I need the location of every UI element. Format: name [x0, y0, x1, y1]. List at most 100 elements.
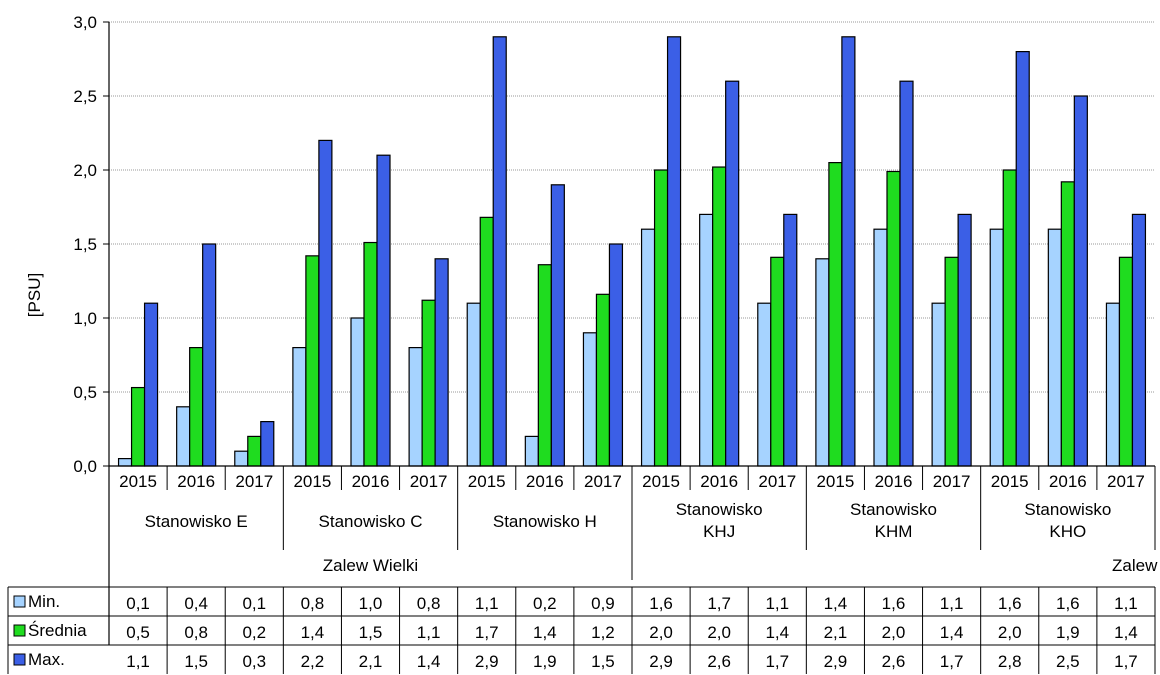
- table-cell: 0,2: [242, 623, 266, 642]
- station-label: KHM: [875, 522, 913, 541]
- bar-rednia: [828, 162, 843, 467]
- table-cell: 2,1: [824, 623, 848, 642]
- station-label: Stanowisko: [1024, 500, 1111, 519]
- table-cell: 1,4: [940, 623, 964, 642]
- table-cell: 1,5: [184, 652, 208, 671]
- bar-rednia: [595, 293, 611, 467]
- year-label: 2015: [119, 472, 157, 491]
- table-cell: 0,3: [242, 652, 266, 671]
- table-cell: 0,8: [417, 594, 441, 613]
- region-label: Zalew Mały: [1112, 556, 1160, 575]
- bar-min: [117, 458, 133, 467]
- table-cell: 2,9: [649, 652, 673, 671]
- bar-max: [318, 139, 333, 467]
- legend-key: [13, 653, 26, 666]
- year-label: 2017: [933, 472, 971, 491]
- bar-max: [608, 243, 624, 467]
- table-cell: 1,6: [649, 594, 673, 613]
- bar-min: [466, 302, 481, 467]
- y-tick-label: 0,5: [73, 383, 97, 402]
- table-cell: 2,0: [707, 623, 731, 642]
- legend-label: Min.: [28, 592, 60, 611]
- table-cell: 1,6: [1056, 594, 1080, 613]
- bar-max: [841, 36, 856, 467]
- bar-rednia: [770, 256, 785, 467]
- y-tick-label: 2,0: [73, 161, 97, 180]
- bar-rednia: [1060, 181, 1075, 467]
- bars: [117, 36, 1147, 467]
- year-label: 2016: [1049, 472, 1087, 491]
- table-cell: 0,1: [242, 594, 266, 613]
- bar-max: [492, 36, 507, 467]
- bar-min: [989, 228, 1004, 467]
- table-cell: 1,4: [765, 623, 789, 642]
- bar-rednia: [944, 256, 959, 467]
- station-label: KHO: [1049, 522, 1086, 541]
- y-axis-ticks: 0,0 0,5 1,0 1,5 2,0 2,5 3,0: [73, 13, 109, 476]
- table-cell: 1,7: [940, 652, 964, 671]
- table-cell: 1,7: [765, 652, 789, 671]
- bar-max: [783, 213, 798, 467]
- bar-max: [202, 243, 217, 467]
- year-label: 2016: [352, 472, 390, 491]
- table-cell: 2,0: [649, 623, 673, 642]
- bar-max: [1073, 95, 1088, 467]
- year-label: 2017: [235, 472, 273, 491]
- station-label: KHJ: [703, 522, 735, 541]
- year-label: 2016: [700, 472, 738, 491]
- year-label: 2015: [816, 472, 854, 491]
- y-tick-label: 0,0: [73, 457, 97, 476]
- table-cell: 1,6: [882, 594, 906, 613]
- table-cell: 1,7: [707, 594, 731, 613]
- bar-rednia: [130, 386, 146, 467]
- bar-rednia: [363, 241, 378, 467]
- year-label: 2015: [293, 472, 331, 491]
- table-cell: 1,9: [533, 652, 557, 671]
- table-cell: 1,1: [417, 623, 441, 642]
- year-label: 2015: [991, 472, 1029, 491]
- bar-max: [899, 80, 914, 467]
- station-label: Stanowisko H: [493, 512, 597, 531]
- bar-max: [434, 258, 449, 467]
- station-label: Stanowisko: [850, 500, 937, 519]
- bar-min: [176, 406, 191, 467]
- y-axis-label: [PSU]: [25, 273, 44, 317]
- bar-min: [582, 332, 598, 467]
- table-cell: 0,4: [184, 594, 208, 613]
- x-axis-labels: 2015 2016 2017 2015 2016 2017 2015 2016 2017 2015…: [119, 466, 1160, 580]
- table-cell: 1,4: [533, 623, 557, 642]
- bar-min: [931, 302, 946, 467]
- y-tick-label: 2,5: [73, 87, 97, 106]
- table-cell: 1,1: [475, 594, 499, 613]
- table-cell: 2,5: [1056, 652, 1080, 671]
- table-cell: 1,1: [1114, 594, 1138, 613]
- station-label: Stanowisko C: [319, 512, 423, 531]
- bar-min: [408, 347, 423, 467]
- table-cell: 1,4: [824, 594, 848, 613]
- bar-rednia: [537, 264, 552, 467]
- bar-min: [873, 228, 888, 467]
- bar-rednia: [1002, 169, 1017, 467]
- year-label: 2015: [468, 472, 506, 491]
- year-label: 2015: [642, 472, 680, 491]
- table-cell: 0,5: [126, 623, 150, 642]
- table-cell: 1,1: [765, 594, 789, 613]
- year-label: 2017: [1107, 472, 1145, 491]
- y-tick-label: 1,0: [73, 309, 97, 328]
- bar-min: [1105, 302, 1121, 467]
- table-cell: 2,0: [882, 623, 906, 642]
- bar-rednia: [886, 170, 901, 467]
- bar-max: [143, 302, 159, 467]
- table-cell: 1,4: [1114, 623, 1138, 642]
- bar-max: [550, 184, 565, 467]
- bar-min: [757, 302, 772, 467]
- table-cell: 1,1: [940, 594, 964, 613]
- station-label: Stanowisko: [676, 500, 763, 519]
- bar-min: [524, 435, 539, 467]
- bar-max: [957, 213, 972, 467]
- bar-rednia: [653, 169, 669, 467]
- bar-min: [699, 213, 714, 467]
- table-cell: 2,2: [301, 652, 325, 671]
- table-cell: 2,6: [707, 652, 731, 671]
